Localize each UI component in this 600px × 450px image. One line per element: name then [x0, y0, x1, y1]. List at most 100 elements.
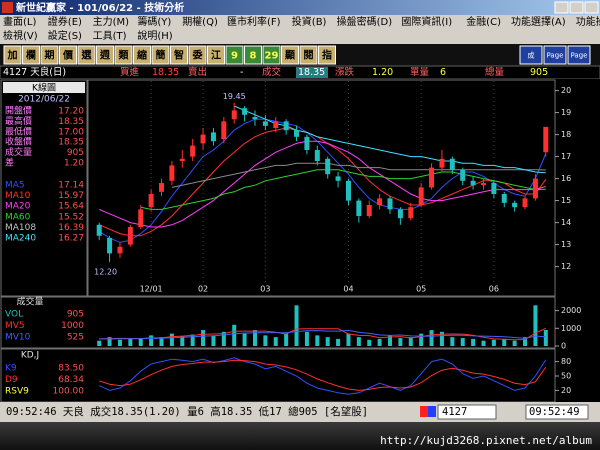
toolbar-button[interactable]: [3, 45, 22, 65]
y-tick-label: 13: [561, 240, 571, 249]
quote-value: 17.20: [58, 107, 84, 117]
y-tick-label: 80: [561, 357, 571, 366]
candle-body: [512, 202, 518, 208]
toolbar-button[interactable]: [567, 45, 591, 65]
menu-item[interactable]: 主力(M): [93, 15, 130, 28]
legend-name: MV10: [5, 333, 31, 343]
toolbar-button[interactable]: [151, 45, 170, 65]
x-tick-label: 02: [198, 285, 208, 294]
menu-item[interactable]: 功能選擇(A): [511, 15, 566, 28]
volume-bar: [419, 333, 424, 346]
toolbar-button[interactable]: [96, 45, 114, 65]
volume-bar: [304, 331, 309, 346]
candle-body: [294, 130, 300, 137]
info-item: 6: [440, 67, 446, 78]
volume-bar: [180, 336, 185, 346]
menu-item[interactable]: 檢視(V): [3, 29, 38, 42]
toolbar-button[interactable]: [244, 45, 262, 65]
toolbar-label: 期: [45, 49, 55, 62]
volume-bar: [336, 338, 341, 346]
title-bar: [0, 0, 600, 15]
series-line: [99, 140, 546, 228]
y-tick-label: 50: [561, 372, 571, 381]
minimize-button[interactable]: [554, 1, 569, 14]
y-tick-label: 20: [561, 86, 571, 95]
menu-item[interactable]: 畫面(L): [3, 15, 36, 28]
menu-item[interactable]: 期權(Q): [182, 16, 218, 28]
menu-item[interactable]: 國際資訊(I): [401, 15, 452, 28]
toolbar-label: 29: [265, 51, 279, 62]
close-button[interactable]: [584, 1, 599, 14]
toolbar-button[interactable]: [262, 45, 281, 65]
info-item: 18.35: [152, 67, 179, 78]
toolbar-button[interactable]: [77, 45, 96, 65]
candle-body: [522, 198, 528, 208]
toolbar-button[interactable]: [281, 45, 299, 65]
volume-bar: [533, 305, 538, 346]
side-title: K線圖: [32, 82, 56, 94]
y-tick-label: 17: [561, 152, 571, 161]
menu-bar: [0, 15, 600, 44]
x-tick-label: 04: [343, 285, 353, 294]
menu-item[interactable]: 說明(H): [137, 30, 172, 42]
candle-body: [221, 121, 227, 139]
toolbar-button[interactable]: [40, 45, 59, 65]
volume-bar: [294, 305, 299, 346]
x-tick-label: 05: [416, 285, 426, 294]
legend-value: 15.52: [58, 212, 84, 222]
y-tick-label: 18: [561, 130, 571, 139]
toolbar-button[interactable]: [519, 45, 543, 65]
legend-name: K9: [5, 364, 17, 374]
candle-body: [470, 180, 476, 186]
menu-item[interactable]: 工具(T): [93, 30, 127, 42]
candle-body: [460, 169, 466, 181]
info-item: 成交: [262, 66, 282, 78]
toolbar-button[interactable]: [170, 45, 188, 65]
x-tick-label: 03: [260, 285, 270, 294]
toolbar-button[interactable]: [318, 45, 336, 65]
toolbar-button[interactable]: [299, 45, 318, 65]
y-tick-label: 1000: [561, 324, 581, 333]
menu-item[interactable]: 設定(S): [48, 29, 82, 42]
candle-body: [491, 183, 497, 194]
toolbar-label: 選: [81, 49, 93, 62]
code-box[interactable]: [437, 404, 497, 420]
toolbar-button[interactable]: [133, 45, 151, 65]
menu-item[interactable]: 操盤密碼(D): [337, 15, 393, 28]
toolbar-button[interactable]: [188, 45, 207, 65]
toolbar-button[interactable]: [543, 45, 567, 65]
quote-label: 收盤價: [5, 136, 32, 148]
toolbar-button[interactable]: [59, 45, 77, 65]
candle-body: [325, 158, 331, 175]
toolbar-button[interactable]: [225, 45, 244, 65]
maximize-button[interactable]: [569, 1, 584, 14]
candle-body: [439, 158, 445, 168]
toolbar-button[interactable]: [207, 45, 225, 65]
candle-body: [345, 180, 351, 201]
window-title: 新世紀贏家 - 101/06/22 - 技術分析: [16, 1, 184, 14]
price-annotation: 12.20: [94, 268, 117, 277]
volume-bar: [450, 337, 455, 346]
volume-frame: [0, 296, 556, 349]
candle-body: [200, 134, 206, 144]
menu-item[interactable]: 投資(B): [292, 15, 327, 28]
menu-item[interactable]: 證券(E): [48, 15, 82, 28]
toolbar-label: 閱: [304, 50, 314, 62]
quote-label: 開盤價: [5, 105, 32, 117]
series-line: [99, 127, 547, 237]
menu-item[interactable]: 匯市利率(F): [227, 15, 281, 28]
info-item: 漲跌: [335, 66, 355, 78]
toolbar-button[interactable]: [22, 45, 40, 65]
info-item: 單量: [410, 67, 430, 78]
menu-item[interactable]: 功能操作(F): [576, 15, 600, 28]
menu-item[interactable]: 籌碼(Y): [137, 15, 171, 28]
candle-body: [449, 158, 455, 170]
candle-body: [117, 246, 123, 254]
candle-body: [231, 110, 237, 120]
info-item: 905: [530, 67, 548, 78]
status-ticker: 09:52:46 天良 成交18.35(1.20) 量6 高18.35 低17 …: [6, 405, 368, 418]
legend-name: D9: [5, 375, 18, 385]
toolbar-button[interactable]: [114, 45, 133, 65]
menu-item[interactable]: 金融(C): [466, 15, 501, 28]
volume-bar: [169, 333, 174, 346]
